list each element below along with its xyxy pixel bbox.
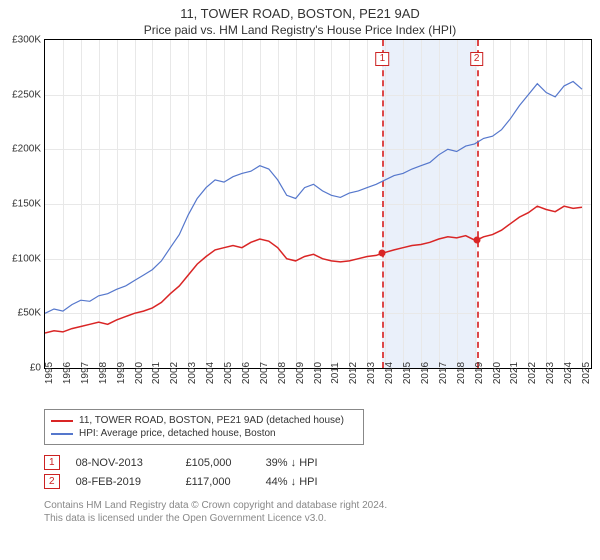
x-tick-label: 2019 <box>474 362 485 384</box>
y-tick-label: £300K <box>12 35 45 46</box>
x-tick-label: 2005 <box>223 362 234 384</box>
x-tick-label: 2008 <box>277 362 288 384</box>
x-tick-label: 2014 <box>384 362 395 384</box>
plot-area: £0£50K£100K£150K£200K£250K£300K12 <box>44 39 592 369</box>
title-block: 11, TOWER ROAD, BOSTON, PE21 9AD Price p… <box>0 0 600 39</box>
x-tick-label: 2004 <box>205 362 216 384</box>
x-tick-label: 1997 <box>80 362 91 384</box>
series-svg <box>45 40 591 368</box>
x-axis-labels: 1995199619971998199920002001200220032004… <box>44 369 592 403</box>
sale-badge: 1 <box>44 455 60 470</box>
x-tick-label: 1999 <box>116 362 127 384</box>
sale-dot <box>379 250 386 257</box>
sale-pct: 44% ↓ HPI <box>266 476 346 488</box>
legend: 11, TOWER ROAD, BOSTON, PE21 9AD (detach… <box>44 409 364 445</box>
sale-date: 08-NOV-2013 <box>76 457 186 469</box>
x-tick-label: 2012 <box>348 362 359 384</box>
sales-row: 1 08-NOV-2013 £105,000 39% ↓ HPI <box>44 453 600 472</box>
x-tick-label: 2024 <box>563 362 574 384</box>
footer-line: This data is licensed under the Open Gov… <box>44 512 600 525</box>
x-tick-label: 1996 <box>62 362 73 384</box>
x-tick-label: 2022 <box>527 362 538 384</box>
x-tick-label: 2021 <box>509 362 520 384</box>
x-tick-label: 2011 <box>330 362 341 384</box>
sale-badge: 2 <box>44 474 60 489</box>
x-tick-label: 2025 <box>581 362 592 384</box>
sales-row: 2 08-FEB-2019 £117,000 44% ↓ HPI <box>44 472 600 491</box>
series-property <box>45 206 582 333</box>
y-tick-label: £200K <box>12 144 45 155</box>
sale-date: 08-FEB-2019 <box>76 476 186 488</box>
sale-price: £117,000 <box>186 476 266 488</box>
chart-subtitle: Price paid vs. HM Land Registry's House … <box>0 23 600 37</box>
legend-swatch <box>51 420 73 422</box>
x-tick-label: 2010 <box>313 362 324 384</box>
x-tick-label: 2023 <box>545 362 556 384</box>
x-tick-label: 2016 <box>420 362 431 384</box>
sale-pct: 39% ↓ HPI <box>266 457 346 469</box>
footer-line: Contains HM Land Registry data © Crown c… <box>44 499 600 512</box>
chart-container: 11, TOWER ROAD, BOSTON, PE21 9AD Price p… <box>0 0 600 560</box>
y-tick-label: £250K <box>12 89 45 100</box>
legend-label: 11, TOWER ROAD, BOSTON, PE21 9AD (detach… <box>79 415 344 426</box>
x-tick-label: 1995 <box>44 362 55 384</box>
x-tick-label: 2000 <box>134 362 145 384</box>
x-tick-label: 2006 <box>241 362 252 384</box>
legend-item-property: 11, TOWER ROAD, BOSTON, PE21 9AD (detach… <box>51 414 357 427</box>
x-tick-label: 2013 <box>366 362 377 384</box>
series-hpi <box>45 82 582 314</box>
x-tick-label: 2017 <box>438 362 449 384</box>
sale-dot <box>473 237 480 244</box>
y-tick-label: £100K <box>12 253 45 264</box>
legend-label: HPI: Average price, detached house, Bost… <box>79 428 276 439</box>
x-tick-label: 2007 <box>259 362 270 384</box>
plot-canvas: £0£50K£100K£150K£200K£250K£300K12 <box>45 40 591 368</box>
sales-table: 1 08-NOV-2013 £105,000 39% ↓ HPI 2 08-FE… <box>44 453 600 491</box>
x-tick-label: 2002 <box>169 362 180 384</box>
footer-attribution: Contains HM Land Registry data © Crown c… <box>44 499 600 525</box>
x-tick-label: 2001 <box>151 362 162 384</box>
x-tick-label: 2003 <box>187 362 198 384</box>
y-tick-label: £150K <box>12 199 45 210</box>
x-tick-label: 2015 <box>402 362 413 384</box>
x-tick-label: 2018 <box>456 362 467 384</box>
x-tick-label: 2020 <box>492 362 503 384</box>
x-tick-label: 2009 <box>295 362 306 384</box>
y-tick-label: £0 <box>30 363 45 374</box>
legend-swatch <box>51 433 73 435</box>
y-tick-label: £50K <box>18 308 45 319</box>
chart-title: 11, TOWER ROAD, BOSTON, PE21 9AD <box>0 6 600 21</box>
x-tick-label: 1998 <box>98 362 109 384</box>
sale-price: £105,000 <box>186 457 266 469</box>
legend-item-hpi: HPI: Average price, detached house, Bost… <box>51 427 357 440</box>
